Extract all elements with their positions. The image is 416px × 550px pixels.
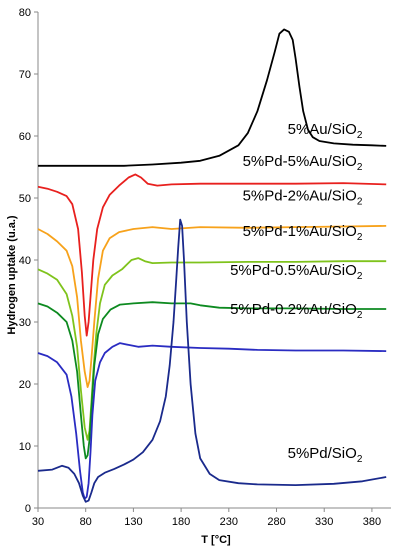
x-axis-title: T [°C] [201, 534, 231, 546]
series-label-5-pd-2-au-sio2: 5%Pd-2%Au/SiO2 [243, 187, 363, 207]
x-tick-label: 130 [124, 516, 142, 528]
series-line-5-pd-2-au-sio2 [37, 225, 387, 389]
series-label-5-pd-0-5-au-sio2: 5%Pd-0.5%Au/SiO2 [230, 262, 363, 282]
series-lines [37, 28, 387, 503]
x-tick-label: 180 [172, 516, 190, 528]
series-labels: 5%Au/SiO2 5%Pd-5%Au/SiO2 5%Pd-2%Au/SiO2 5%P… [230, 121, 363, 465]
x-tick-label: 380 [363, 516, 381, 528]
series-line-5-au-sio2 [38, 28, 387, 167]
y-axis-ticks: 0 10 20 30 40 50 60 70 80 [19, 7, 38, 515]
series-label-5-pd-1-au-sio2: 5%Pd-1%Au/SiO2 [243, 223, 363, 243]
series-label-5-au-sio2: 5%Au/SiO2 [288, 121, 363, 141]
series-label-5-pd-0-2-au-sio2: 5%Pd-0.2%Au/SiO2 [230, 301, 363, 321]
axes: 0 10 20 30 40 50 60 70 80 30 80 130 180 230 280 330 380 [19, 7, 391, 528]
y-tick-label: 0 [25, 503, 31, 515]
series-line-5-pd-1-au-sio2 [37, 257, 387, 441]
y-tick-label: 80 [19, 7, 31, 19]
series-line-5-pd-0-2-au-sio2 [37, 342, 387, 500]
x-tick-label: 30 [32, 516, 44, 528]
y-tick-label: 50 [19, 193, 31, 205]
series-label-5-pd-sio2: 5%Pd/SiO2 [288, 445, 363, 465]
x-tick-label: 280 [267, 516, 285, 528]
y-tick-label: 70 [19, 69, 31, 81]
series-line-5-pd-5-au-sio2 [37, 173, 387, 337]
y-tick-label: 10 [19, 441, 31, 453]
y-tick-label: 40 [19, 255, 31, 267]
series-line-5-pd-sio2 [37, 218, 387, 503]
series-line-5-pd-0-5-au-sio2 [37, 301, 387, 460]
x-tick-label: 330 [315, 516, 333, 528]
y-tick-label: 60 [19, 131, 31, 143]
x-tick-label: 80 [80, 516, 92, 528]
series-label-5-pd-5-au-sio2: 5%Pd-5%Au/SiO2 [243, 153, 363, 173]
y-tick-label: 20 [19, 379, 31, 391]
x-tick-label: 230 [220, 516, 238, 528]
y-tick-label: 30 [19, 317, 31, 329]
x-axis-ticks: 30 80 130 180 230 280 330 380 [32, 508, 381, 528]
y-axis-title: Hydrogen uptake (u.a.) [6, 215, 18, 335]
